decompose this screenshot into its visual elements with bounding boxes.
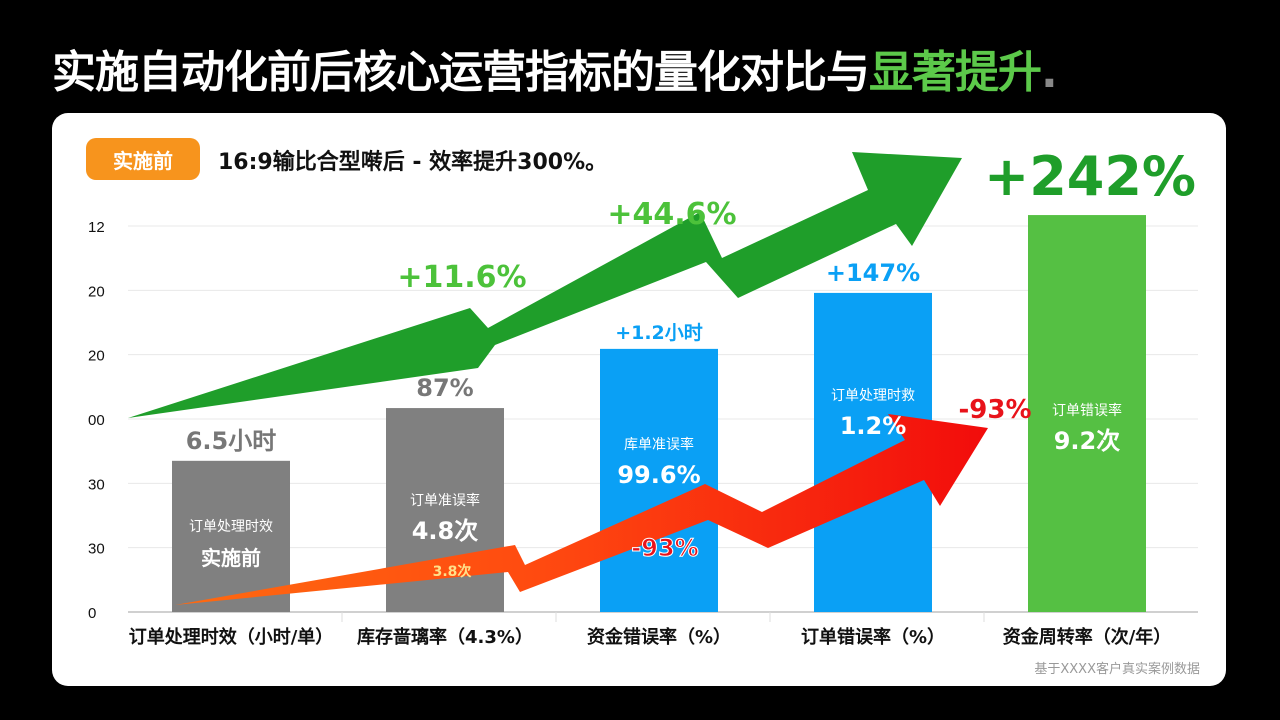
y-tick-label: 00 [88, 412, 105, 429]
x-category-label: 库存啬璃率（4.3%） [357, 626, 533, 648]
title-main: 实施自动化前后核心运营指标的量化对比与 [52, 47, 870, 98]
y-tick-label: 30 [88, 541, 105, 558]
bar-inner-caption: 订单准误率 [410, 492, 480, 509]
x-category-label: 资金错误率（%） [587, 626, 731, 648]
annotation-orange-1: 3.8次 [433, 563, 472, 580]
bar-inner-caption: 订单处理时救 [831, 388, 915, 404]
bar-inner-value: 1.2% [840, 412, 907, 440]
y-tick-label: 20 [88, 348, 105, 365]
y-tick-label: 30 [88, 476, 105, 493]
bar-inner-value: 实施前 [201, 546, 261, 570]
bar-top-label: +147% [826, 259, 920, 287]
annotation-red-2: -93% [631, 534, 698, 562]
x-category-label: 订单处理时效（小时/单） [129, 626, 334, 648]
x-category-label: 订单错误率（%） [801, 626, 945, 648]
red-trend-arrow [175, 414, 988, 605]
bar-inner-value: 9.2次 [1054, 427, 1121, 455]
bar [1028, 215, 1146, 612]
annotation-green-big: +242% [984, 145, 1196, 208]
green-trend-arrow [128, 152, 962, 418]
before-badge: 实施前 [86, 138, 200, 180]
bar [172, 460, 290, 612]
bar-inner-value: 99.6% [617, 461, 700, 489]
bar-inner-caption: 订单处理时效 [189, 519, 273, 535]
x-category-label: 资金周转率（次/年） [1003, 626, 1172, 648]
y-tick-label: 12 [88, 219, 105, 236]
subtitle: 16:9输比合型啭后 - 效率提升300%。 [218, 150, 608, 175]
annotation-red-1: -93% [958, 395, 1031, 425]
bar-inner-value: 4.8次 [412, 517, 479, 545]
bar-inner-caption: 库单准误率 [624, 436, 694, 453]
y-tick-label: 0 [88, 605, 96, 622]
bar [600, 348, 718, 612]
annotation-green-2: +44.6% [607, 197, 736, 232]
bar-inner-caption: 订单错误率 [1052, 402, 1122, 419]
page-title: 实施自动化前后核心运营指标的量化对比与显著提升. [52, 36, 1058, 100]
title-end: . [1041, 47, 1058, 98]
bar-top-label: 6.5小时 [186, 427, 277, 455]
data-source-note: 基于XXXX客户真实案例数据 [1034, 662, 1200, 677]
annotation-green-1: +11.6% [397, 260, 526, 295]
y-tick-label: 20 [88, 283, 105, 300]
title-highlight: 显著提升 [869, 47, 1042, 98]
bar-top-label: +1.2小时 [615, 322, 703, 344]
bar-top-label: 87% [416, 374, 473, 402]
